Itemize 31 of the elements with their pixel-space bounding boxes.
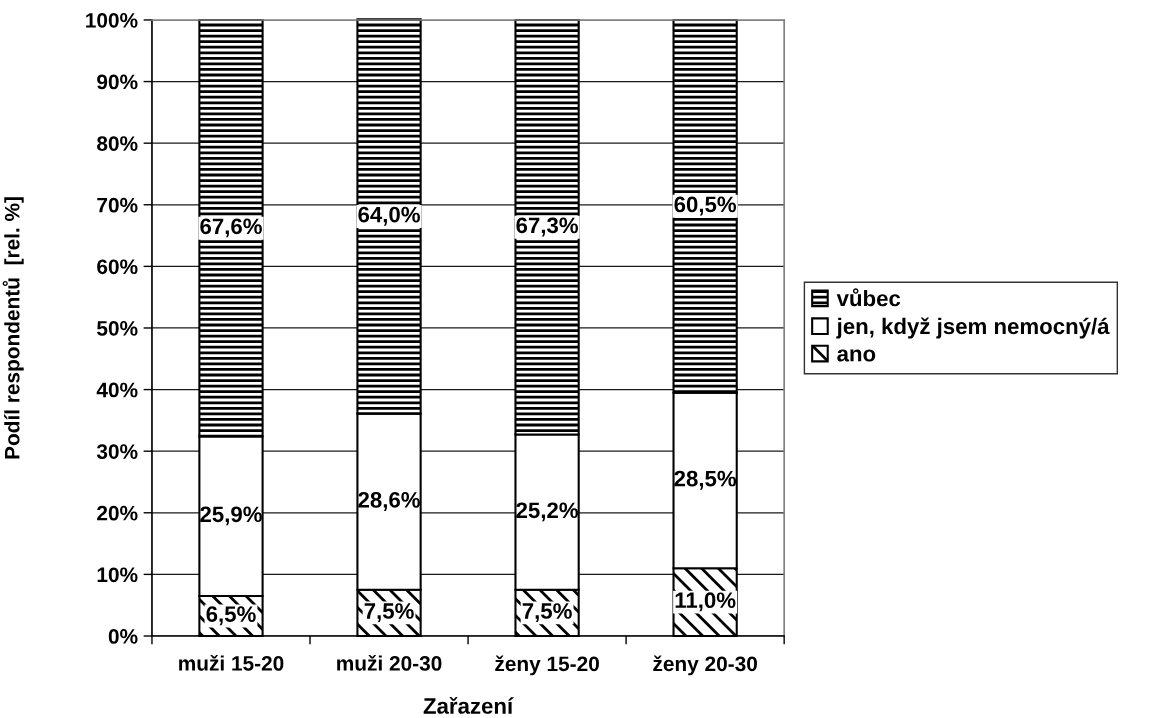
y-tick-label: 10%: [97, 567, 138, 583]
data-label: 7,5%: [522, 603, 572, 623]
legend-label: jen, když jsem nemocný/á: [836, 317, 1110, 339]
x-axis-title: Zařazení: [423, 697, 514, 714]
y-tick-label: 50%: [97, 320, 138, 336]
y-tick-label: 70%: [97, 197, 138, 213]
y-tick-label: 90%: [97, 74, 138, 90]
y-tick-label: 60%: [97, 259, 138, 275]
y-tick-label: 100%: [86, 12, 138, 28]
data-label: 25,2%: [516, 502, 579, 522]
y-axis-title: Podíl respondentů [rel. %]: [2, 197, 24, 459]
y-tick-label: 80%: [97, 136, 138, 151]
data-label: 28,6%: [358, 491, 420, 511]
legend-label: vůbec: [836, 288, 901, 307]
data-label: 67,6%: [200, 218, 262, 238]
data-label: 6,5%: [206, 606, 256, 626]
x-tick-label: ženy 15-20: [495, 655, 599, 676]
y-tick-label: 20%: [97, 505, 138, 521]
x-tick-label: ženy 20-30: [653, 655, 757, 676]
data-label: 67,3%: [516, 217, 579, 237]
data-label: 11,0%: [675, 592, 736, 612]
data-label: 64,0%: [358, 206, 420, 226]
x-tick-label: muži 20-30: [337, 654, 442, 671]
data-label: 7,5%: [364, 603, 414, 623]
y-tick-label: 30%: [96, 444, 138, 459]
y-tick-label: 40%: [96, 382, 138, 398]
x-tick-label: muži 15-20: [179, 654, 284, 671]
data-label: 60,5%: [674, 196, 737, 216]
data-label: 25,9%: [200, 506, 262, 526]
y-tick-label: 0%: [108, 629, 138, 644]
legend-label: ano: [837, 349, 876, 362]
